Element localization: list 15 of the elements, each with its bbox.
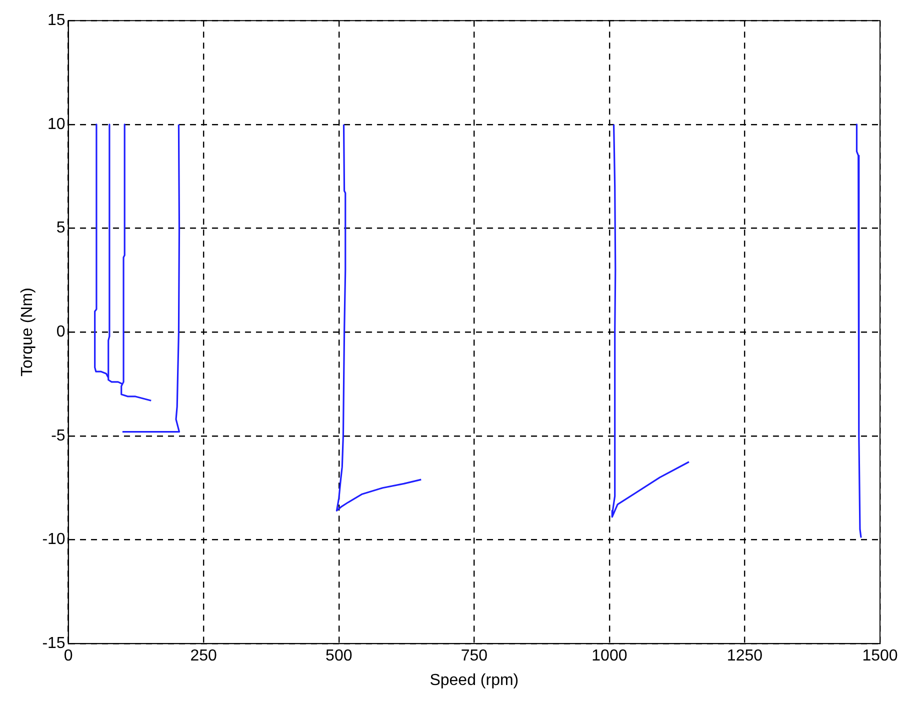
- y-tick-label: 0: [56, 324, 66, 341]
- x-tick-label: 500: [326, 648, 352, 665]
- x-tick-label: 1250: [726, 648, 763, 665]
- x-tick-label: 1000: [592, 648, 628, 665]
- y-tick-label: -10: [42, 531, 66, 548]
- y-tick-label: 15: [48, 12, 66, 30]
- x-tick-label: 750: [460, 648, 488, 665]
- y-tick-label: -15: [42, 635, 66, 652]
- x-tick-label: 1500: [862, 648, 898, 665]
- y-axis-title: Torque (Nm): [19, 288, 36, 377]
- y-tick-label: -5: [51, 427, 66, 444]
- x-tick-label: 250: [190, 648, 218, 665]
- y-tick-label: 5: [56, 220, 66, 237]
- y-tick-label: 10: [48, 116, 66, 133]
- x-axis-title: Speed (rpm): [430, 672, 519, 689]
